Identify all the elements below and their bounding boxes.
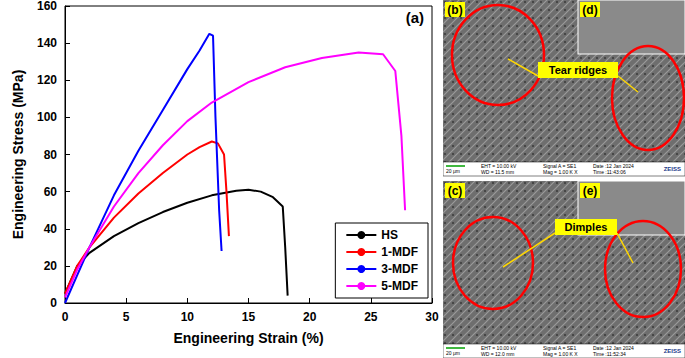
svg-text:(a): (a) bbox=[406, 9, 424, 26]
svg-text:15: 15 bbox=[242, 310, 256, 324]
svg-text:WD = 11.5 mm: WD = 11.5 mm bbox=[481, 169, 514, 175]
svg-text:60: 60 bbox=[44, 185, 58, 199]
svg-text:Date :12 Jan 2024: Date :12 Jan 2024 bbox=[593, 163, 634, 169]
svg-text:EHT = 10.00 kV: EHT = 10.00 kV bbox=[481, 163, 517, 169]
svg-text:ZEISS: ZEISS bbox=[664, 166, 681, 172]
svg-text:Date :12 Jan 2024: Date :12 Jan 2024 bbox=[593, 345, 634, 351]
svg-text:40: 40 bbox=[44, 222, 58, 236]
svg-text:(c): (c) bbox=[448, 184, 463, 198]
svg-text:20: 20 bbox=[44, 259, 58, 273]
svg-text:Signal A = SE1: Signal A = SE1 bbox=[543, 345, 577, 351]
svg-text:Mag = 1.00 K X: Mag = 1.00 K X bbox=[543, 351, 578, 357]
svg-text:Engineering Stress (MPa): Engineering Stress (MPa) bbox=[10, 70, 26, 240]
svg-text:30: 30 bbox=[425, 310, 439, 324]
svg-text:(d): (d) bbox=[582, 3, 597, 17]
svg-text:5-MDF: 5-MDF bbox=[381, 279, 418, 293]
svg-text:EHT = 10.00 kV: EHT = 10.00 kV bbox=[481, 345, 517, 351]
svg-text:Time :11:43:06: Time :11:43:06 bbox=[593, 169, 626, 175]
svg-text:140: 140 bbox=[37, 36, 57, 50]
svg-text:20 μm: 20 μm bbox=[446, 350, 460, 356]
svg-text:0: 0 bbox=[62, 310, 69, 324]
svg-text:Signal A = SE1: Signal A = SE1 bbox=[543, 163, 577, 169]
svg-text:(e): (e) bbox=[583, 184, 598, 198]
svg-text:10: 10 bbox=[181, 310, 195, 324]
svg-text:1-MDF: 1-MDF bbox=[381, 245, 418, 259]
svg-text:100: 100 bbox=[37, 110, 57, 124]
svg-text:Mag = 1.00 K X: Mag = 1.00 K X bbox=[543, 169, 578, 175]
svg-text:80: 80 bbox=[44, 148, 58, 162]
svg-text:5: 5 bbox=[123, 310, 130, 324]
svg-text:HS: HS bbox=[381, 228, 398, 242]
svg-text:120: 120 bbox=[37, 73, 57, 87]
svg-text:160: 160 bbox=[37, 0, 57, 13]
svg-text:Engineering Strain (%): Engineering Strain (%) bbox=[173, 330, 323, 346]
svg-text:20: 20 bbox=[303, 310, 317, 324]
svg-text:(b): (b) bbox=[447, 3, 462, 17]
svg-text:25: 25 bbox=[364, 310, 378, 324]
svg-text:Time :11:52:34: Time :11:52:34 bbox=[593, 351, 626, 357]
svg-text:Dimples: Dimples bbox=[565, 221, 608, 233]
svg-text:20 μm: 20 μm bbox=[446, 168, 460, 174]
svg-text:0: 0 bbox=[50, 296, 57, 310]
svg-text:3-MDF: 3-MDF bbox=[381, 262, 418, 276]
svg-text:ZEISS: ZEISS bbox=[664, 348, 681, 354]
svg-text:WD = 12.0 mm: WD = 12.0 mm bbox=[481, 351, 514, 357]
svg-text:Tear ridges: Tear ridges bbox=[549, 64, 608, 76]
